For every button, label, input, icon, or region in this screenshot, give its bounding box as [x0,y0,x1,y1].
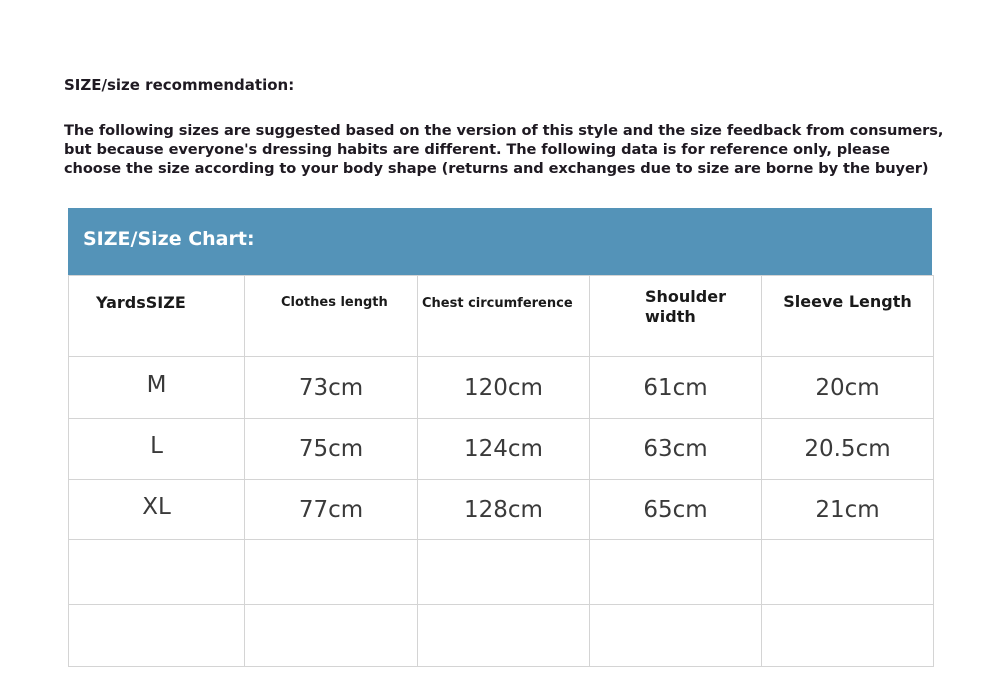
intro-text: The following sizes are suggested based … [64,121,943,178]
column-header: Shoulder width [589,275,762,357]
table-cell [589,539,762,605]
table-cell [761,604,934,667]
table-cell: 73cm [244,356,418,419]
table-cell [417,604,590,667]
table-cell [244,604,418,667]
size-chart-title: SIZE/Size Chart: [83,228,255,250]
table-cell: 65cm [589,479,762,540]
size-cell: L [68,418,245,480]
table-row: XL 77cm 128cm 65cm 21cm [68,479,934,540]
table-row [68,604,934,667]
column-header: Clothes length [244,275,418,357]
intro-line: but because everyone's dressing habits a… [64,141,890,158]
size-table: YardsSIZE Clothes length Chest circumfer… [68,275,934,667]
table-row: L 75cm 124cm 63cm 20.5cm [68,418,934,480]
table-cell [417,539,590,605]
table-header-row: YardsSIZE Clothes length Chest circumfer… [68,275,934,357]
table-cell [761,539,934,605]
table-row: M 73cm 120cm 61cm 20cm [68,356,934,419]
size-chart-header: SIZE/Size Chart: [68,208,932,275]
table-cell: 77cm [244,479,418,540]
size-cell: XL [68,479,245,540]
table-cell: 124cm [417,418,590,480]
intro-line: The following sizes are suggested based … [64,122,944,139]
recommendation-heading: SIZE/size recommendation: [64,76,295,94]
table-cell [68,604,245,667]
table-cell: 75cm [244,418,418,480]
table-cell: 128cm [417,479,590,540]
table-cell: 21cm [761,479,934,540]
table-cell: 61cm [589,356,762,419]
table-cell: 20cm [761,356,934,419]
table-cell [244,539,418,605]
table-cell [68,539,245,605]
table-cell: 63cm [589,418,762,480]
column-header: YardsSIZE [68,275,245,357]
size-cell: M [68,356,245,419]
intro-line: choose the size according to your body s… [64,160,929,177]
table-cell: 120cm [417,356,590,419]
table-row [68,539,934,605]
column-header: Chest circumference [417,275,590,357]
column-header: Sleeve Length [761,275,934,357]
table-cell [589,604,762,667]
table-cell: 20.5cm [761,418,934,480]
